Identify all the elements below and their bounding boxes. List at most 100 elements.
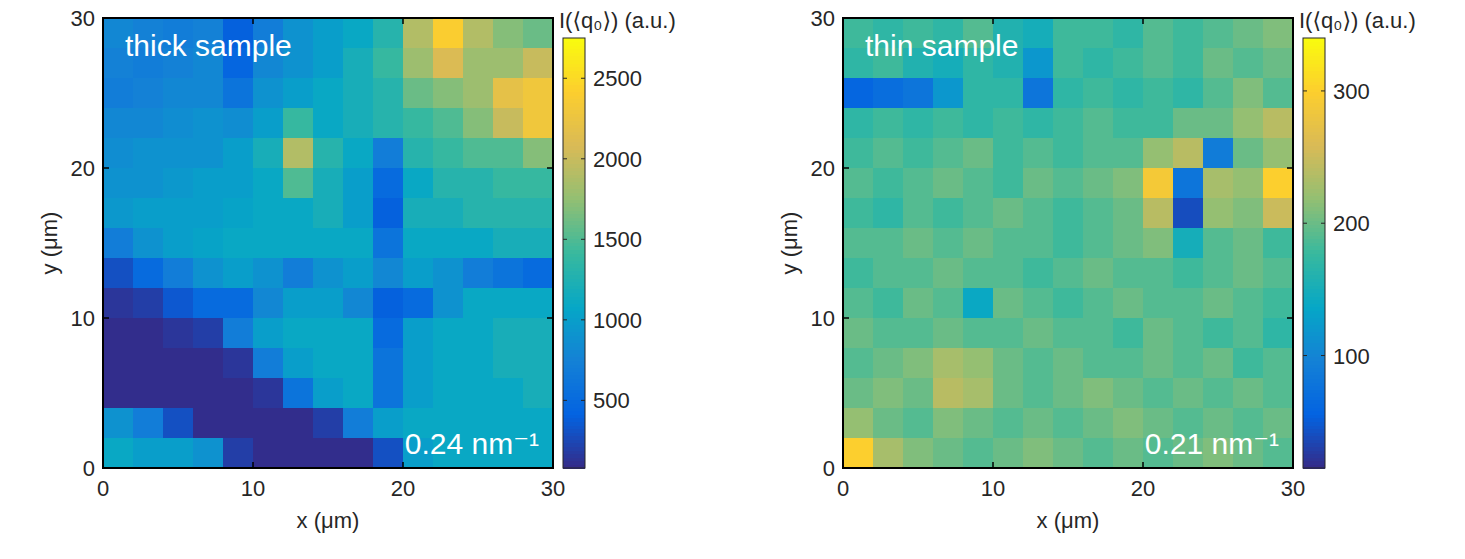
cell (373, 78, 404, 109)
colorbar-gradient (563, 378, 585, 382)
cell (903, 288, 934, 319)
cell (1263, 318, 1293, 349)
cell (1203, 348, 1234, 379)
colorbar-gradient (563, 49, 585, 53)
colorbar-gradient (563, 138, 585, 142)
y-tick (1287, 467, 1293, 469)
colorbar-gradient (563, 450, 585, 454)
colorbar-gradient (563, 110, 585, 114)
cell (1083, 318, 1114, 349)
cell (993, 288, 1024, 319)
cell (1173, 108, 1204, 139)
colorbar-gradient (1303, 389, 1325, 393)
colorbar-tick (581, 158, 585, 159)
cell (373, 168, 404, 199)
colorbar-gradient (563, 124, 585, 128)
cell (253, 378, 284, 409)
colorbar-gradient (563, 189, 585, 193)
colorbar-gradient (563, 88, 585, 92)
x-tick (102, 18, 104, 24)
cell (493, 348, 524, 379)
colorbar-gradient (563, 135, 585, 139)
colorbar-tick (581, 319, 585, 320)
cells (103, 18, 553, 468)
cell (1083, 138, 1114, 169)
x-tick-label: 0 (97, 476, 109, 501)
y-tick (103, 17, 109, 19)
cell (1023, 288, 1054, 319)
colorbar-tick-label: 500 (593, 388, 630, 413)
cell (313, 438, 344, 468)
colorbar-gradient (563, 382, 585, 386)
cell (343, 48, 374, 79)
colorbar-gradient (563, 439, 585, 443)
cell (223, 258, 254, 289)
cell (1083, 348, 1114, 379)
cell (523, 108, 553, 139)
colorbar-gradient (1303, 461, 1325, 465)
colorbar-gradient (563, 95, 585, 99)
cell (843, 138, 874, 169)
colorbar-gradient (1303, 310, 1325, 314)
cell (1263, 138, 1293, 169)
cell (1233, 228, 1264, 259)
cell (1143, 168, 1174, 199)
cell (903, 408, 934, 439)
colorbar-tick (563, 239, 567, 240)
colorbar-gradient (563, 321, 585, 325)
colorbar-gradient (1303, 443, 1325, 447)
cell (283, 198, 314, 229)
cell (933, 78, 964, 109)
colorbar-gradient (1303, 439, 1325, 443)
cell (343, 438, 374, 468)
cell (493, 318, 524, 349)
cell (463, 108, 494, 139)
cell (1023, 378, 1054, 409)
cell (283, 288, 314, 319)
figure: 01020300102030x (μm)y (μm)thick sample0.… (0, 0, 1465, 559)
colorbar-gradient (563, 346, 585, 350)
cell (1173, 228, 1204, 259)
cell (993, 198, 1024, 229)
cell (523, 138, 553, 169)
cell (403, 168, 434, 199)
cell (1233, 378, 1264, 409)
cell (253, 138, 284, 169)
colorbar-gradient (1303, 378, 1325, 382)
cell (343, 288, 374, 319)
cell (193, 438, 224, 468)
colorbar-gradient (563, 389, 585, 393)
colorbar-gradient (563, 418, 585, 422)
colorbar-gradient (1303, 407, 1325, 411)
cell (463, 48, 494, 79)
cell (103, 228, 134, 259)
colorbar-gradient (563, 246, 585, 250)
cell (433, 288, 464, 319)
cell (1023, 318, 1054, 349)
colorbar-gradient (563, 149, 585, 153)
cell (1023, 48, 1054, 79)
cell (1083, 198, 1114, 229)
colorbar-gradient (1303, 217, 1325, 221)
colorbar-gradient (563, 335, 585, 339)
colorbar-gradient (563, 42, 585, 46)
cell (1173, 258, 1204, 289)
y-tick (843, 467, 849, 469)
cell (373, 438, 404, 468)
colorbar-tick (563, 158, 567, 159)
colorbar-gradient (563, 117, 585, 121)
colorbar-gradient (563, 153, 585, 157)
cell (223, 408, 254, 439)
cell (1203, 138, 1234, 169)
cell (343, 198, 374, 229)
cell (903, 198, 934, 229)
cell (103, 438, 134, 468)
colorbar-gradient (1303, 210, 1325, 214)
x-tick (842, 462, 844, 468)
cell (253, 78, 284, 109)
cell (1053, 48, 1084, 79)
cell (1233, 18, 1264, 49)
colorbar-gradient (1303, 339, 1325, 343)
colorbar-gradient (563, 267, 585, 271)
cell (933, 258, 964, 289)
